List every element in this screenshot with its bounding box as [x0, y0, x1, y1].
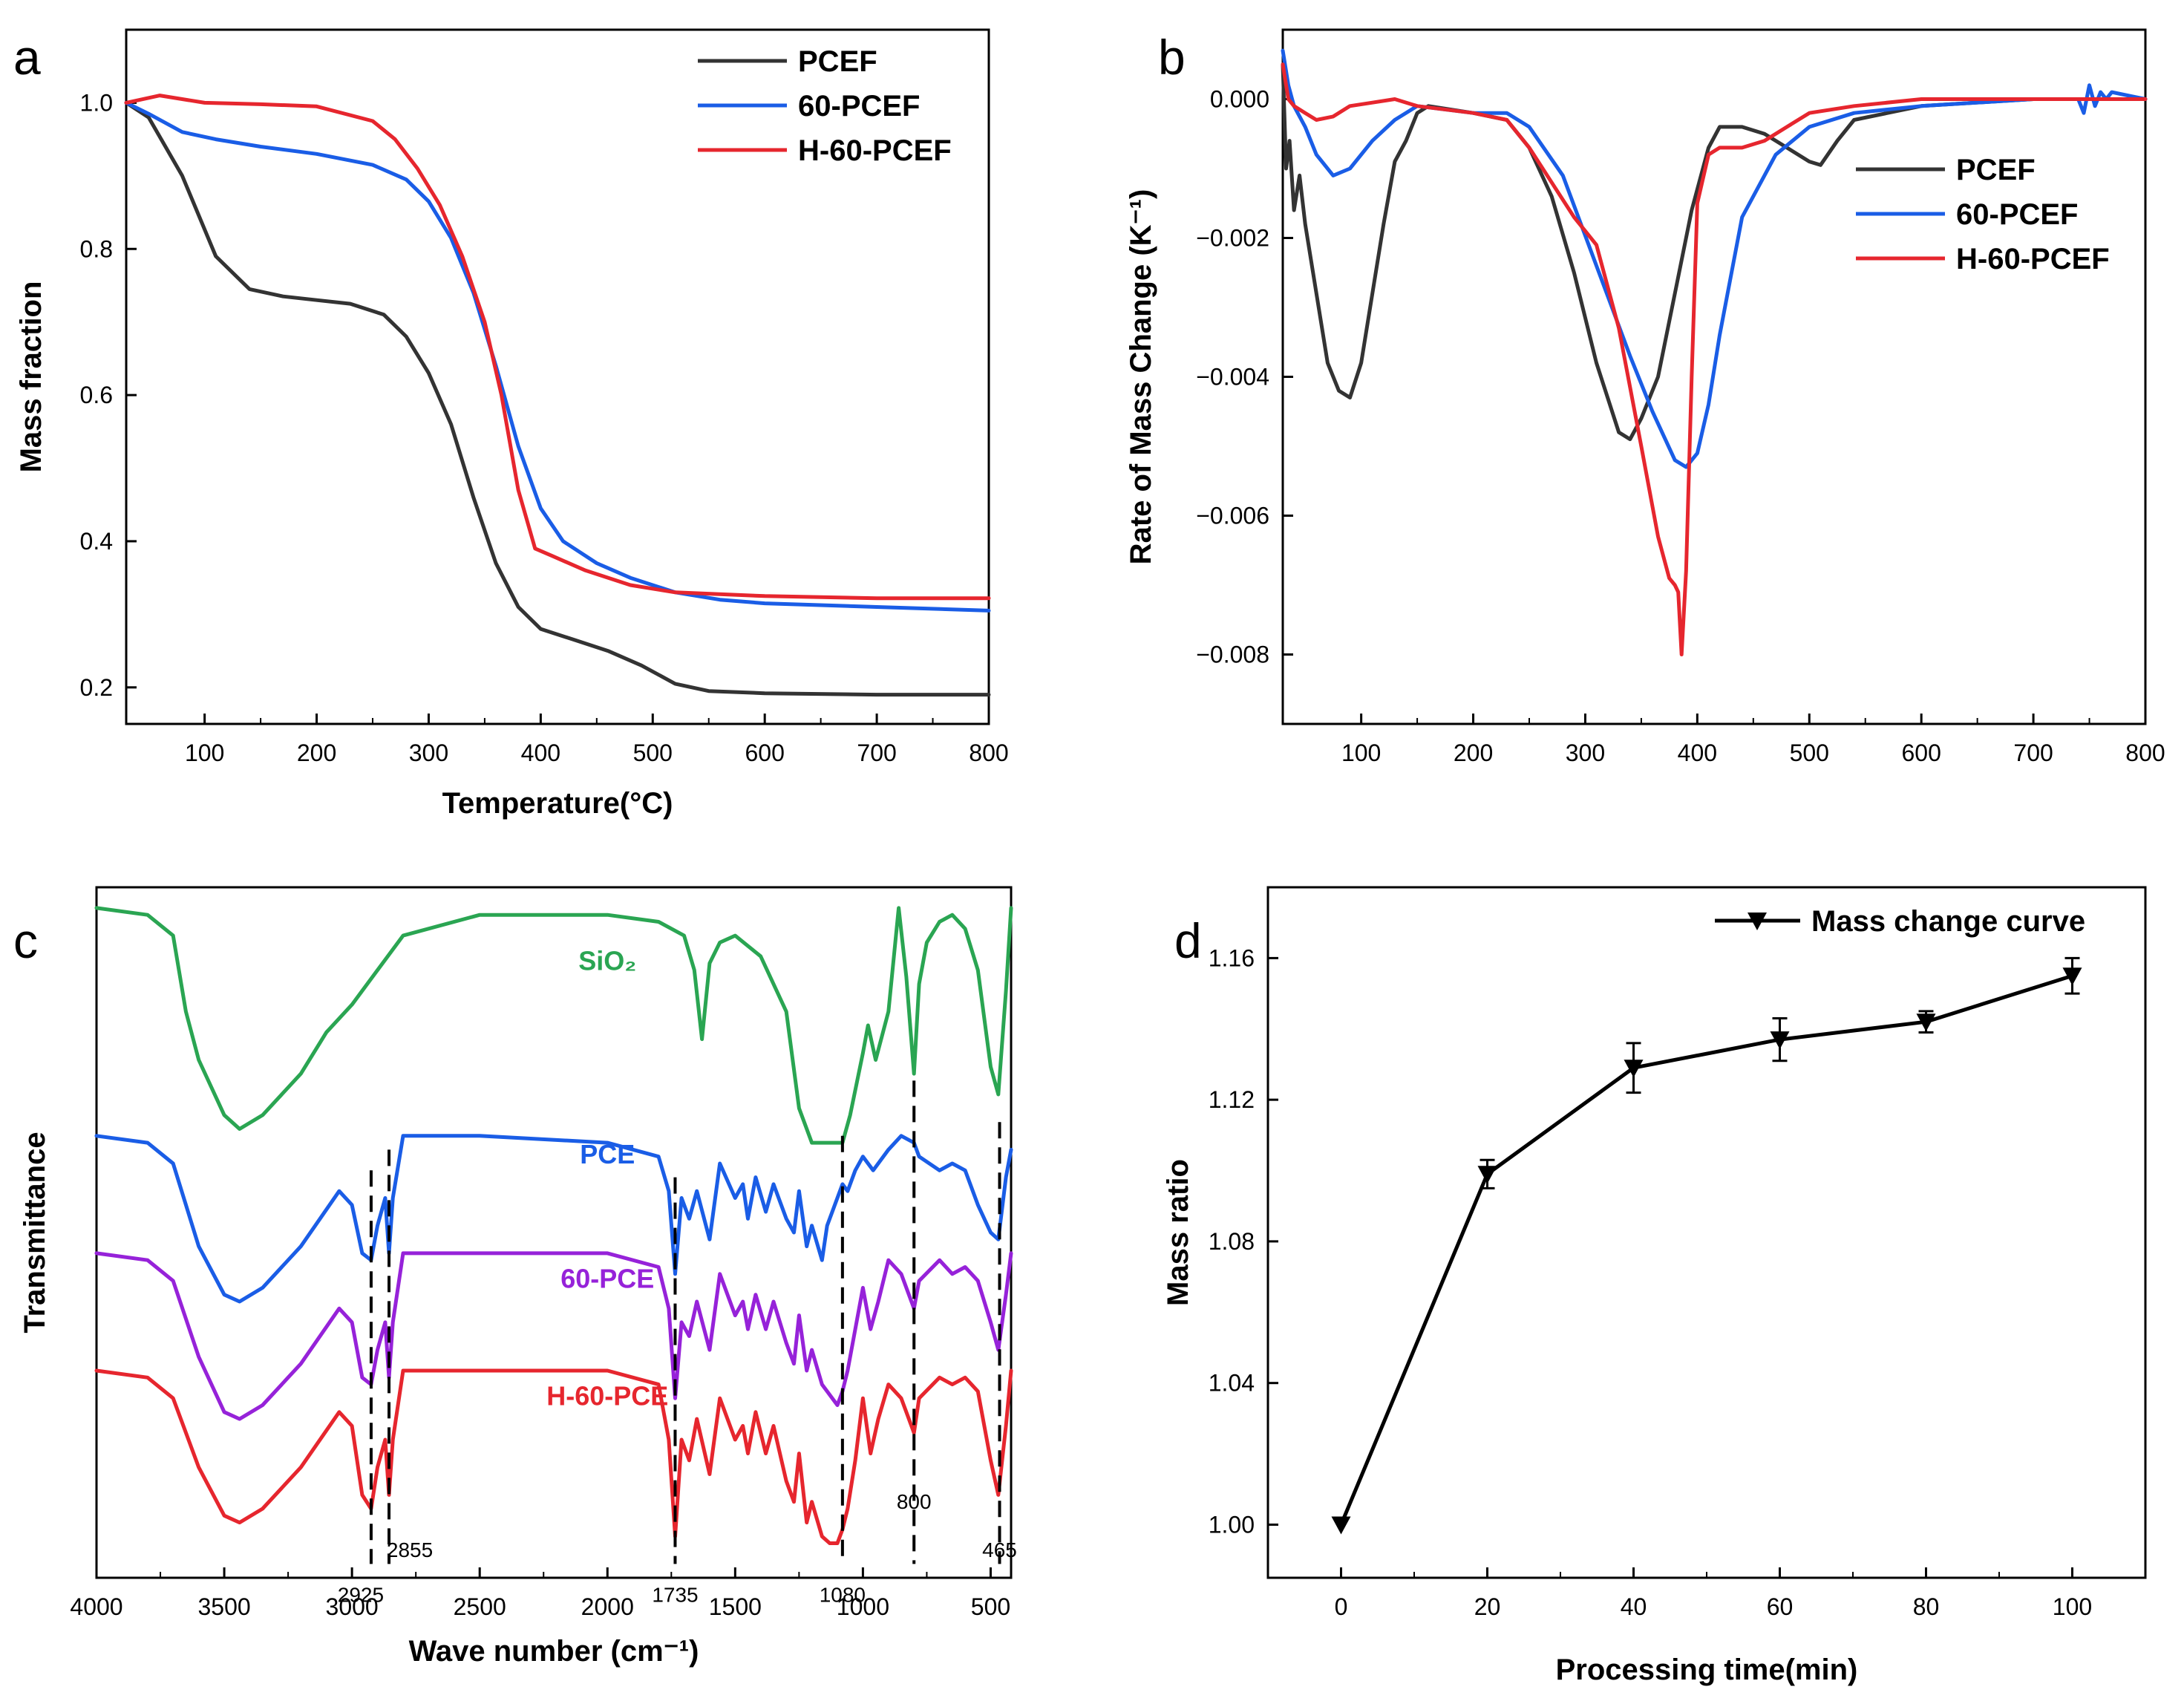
curve-label: 60-PCE: [560, 1263, 654, 1293]
x-axis-label: Processing time(min): [1556, 1654, 1858, 1686]
data-point-marker: [2062, 967, 2082, 986]
x-tick-label: 400: [521, 740, 560, 766]
x-tick-label: 300: [409, 740, 448, 766]
series-line-h-60-pcef: [124, 94, 991, 601]
y-tick-label: 0.000: [1210, 86, 1269, 113]
y-tick-label: 1.00: [1209, 1511, 1255, 1538]
legend-label: H-60-PCEF: [798, 134, 952, 167]
x-tick-label: 300: [1566, 740, 1605, 766]
x-tick-label: 0: [1335, 1593, 1348, 1620]
chart-panel-a: 100 200 300 400 500 600 700 800 0.2 0.4 0.6 0.8 1.0 T…: [15, 28, 1009, 820]
x-tick-label: 700: [857, 740, 896, 766]
plot-frame: [95, 886, 1013, 1579]
series-line-h-60-pce: [94, 1368, 1013, 1545]
x-tick-label: 60: [1767, 1593, 1794, 1620]
x-axis-label: Wave number (cm⁻¹): [409, 1635, 699, 1668]
y-tick-label: 0.4: [80, 528, 113, 555]
annotation-label: 2925: [338, 1584, 384, 1607]
x-axis-label: Temperature(°C): [442, 787, 673, 820]
legend-label: 60-PCEF: [1956, 198, 2079, 231]
chart-panel-c: 4000 3500 3000 2500 2000 1500 1000 500 Wave numb…: [19, 886, 1017, 1668]
legend-label: PCEF: [1956, 154, 2036, 186]
legend-marker: [1747, 913, 1767, 930]
curve-label: SiO₂: [578, 946, 636, 976]
y-axis-label: Transmittance: [19, 1132, 51, 1333]
x-tick-label: 2500: [454, 1593, 506, 1620]
legend-label: Mass change curve: [1811, 905, 2085, 938]
panel-label-a: a: [13, 30, 41, 85]
y-tick-label: −0.006: [1196, 503, 1269, 529]
x-tick-label: 200: [1454, 740, 1493, 766]
legend-label: H-60-PCEF: [1956, 243, 2110, 275]
series-line-pcef: [124, 100, 991, 697]
series-line-pce: [94, 1134, 1013, 1304]
y-tick-label: 1.08: [1209, 1228, 1255, 1255]
plot-frame: [125, 28, 990, 725]
panel-label-d: d: [1174, 913, 1202, 968]
data-point-marker: [1624, 1060, 1644, 1078]
annotation-label: 2855: [387, 1538, 433, 1561]
plot-frame: [1266, 886, 2147, 1579]
series-line-60-pcef: [124, 100, 991, 613]
series-line-sio-: [94, 906, 1013, 1145]
annotation-label: 465: [982, 1538, 1017, 1561]
legend-label: PCEF: [798, 45, 877, 78]
x-tick-label: 100: [1341, 740, 1381, 766]
x-tick-label: 40: [1621, 1593, 1647, 1620]
x-tick-label: 3500: [197, 1593, 250, 1620]
x-tick-label: 800: [969, 740, 1008, 766]
x-tick-label: 600: [745, 740, 784, 766]
data-point-marker: [1477, 1166, 1497, 1184]
x-tick-label: 2000: [581, 1593, 634, 1620]
x-tick-label: 500: [1790, 740, 1829, 766]
series-line-pcef: [1281, 62, 2148, 442]
series-line-60-pcef: [1281, 48, 2148, 469]
annotation-label: 1080: [820, 1584, 866, 1607]
x-tick-label: 1500: [709, 1593, 762, 1620]
x-tick-label: 700: [2013, 740, 2053, 766]
curve-label: PCE: [580, 1139, 635, 1169]
curve-label: H-60-PCE: [546, 1381, 668, 1411]
annotation-label: 1735: [652, 1584, 698, 1607]
panel-label-b: b: [1158, 30, 1186, 85]
y-tick-label: 1.12: [1209, 1086, 1255, 1113]
data-point-marker: [1770, 1031, 1790, 1050]
legend-label: 60-PCEF: [798, 90, 921, 123]
y-tick-label: 1.16: [1209, 944, 1255, 971]
y-tick-label: −0.002: [1196, 225, 1269, 252]
data-point-marker: [1331, 1516, 1351, 1535]
panel-label-c: c: [13, 913, 38, 968]
x-tick-label: 600: [1901, 740, 1941, 766]
chart-panel-b: 100 200 300 400 500 600 700 800 0.000 −0.002 −0.00…: [1125, 28, 2165, 766]
x-tick-label: 1000: [837, 1593, 889, 1620]
x-tick-label: 400: [1678, 740, 1717, 766]
series-line-h-60-pcef: [1281, 62, 2148, 656]
x-tick-label: 20: [1474, 1593, 1501, 1620]
series-line-60-pce: [94, 1251, 1013, 1421]
x-tick-label: 4000: [70, 1593, 122, 1620]
y-tick-label: 0.8: [80, 235, 113, 262]
x-tick-label: 200: [297, 740, 336, 766]
y-tick-label: −0.008: [1196, 642, 1269, 668]
y-tick-label: 1.04: [1209, 1370, 1255, 1397]
x-tick-label: 3000: [326, 1593, 379, 1620]
annotation-label: 800: [897, 1490, 932, 1513]
x-tick-label: 80: [1913, 1593, 1940, 1620]
x-tick-label: 500: [633, 740, 673, 766]
x-tick-label: 100: [2053, 1593, 2092, 1620]
y-axis-label: Mass ratio: [1162, 1159, 1194, 1306]
x-tick-label: 800: [2125, 740, 2165, 766]
y-tick-label: 1.0: [80, 89, 113, 116]
series-line-mass-change-curve: [1339, 973, 2073, 1526]
y-axis-label: Mass fraction: [15, 281, 48, 473]
chart-panel-d: 0 20 40 60 80 100 1.00 1.04 1.08 1.12 1.16 Processi…: [1162, 886, 2147, 1686]
y-tick-label: −0.004: [1196, 364, 1269, 391]
y-tick-label: 0.6: [80, 382, 113, 408]
y-axis-label: Rate of Mass Change (K⁻¹): [1125, 189, 1157, 565]
y-tick-label: 0.2: [80, 674, 113, 701]
x-tick-label: 100: [185, 740, 224, 766]
data-point-marker: [1916, 1013, 1936, 1032]
x-tick-label: 500: [971, 1593, 1010, 1620]
